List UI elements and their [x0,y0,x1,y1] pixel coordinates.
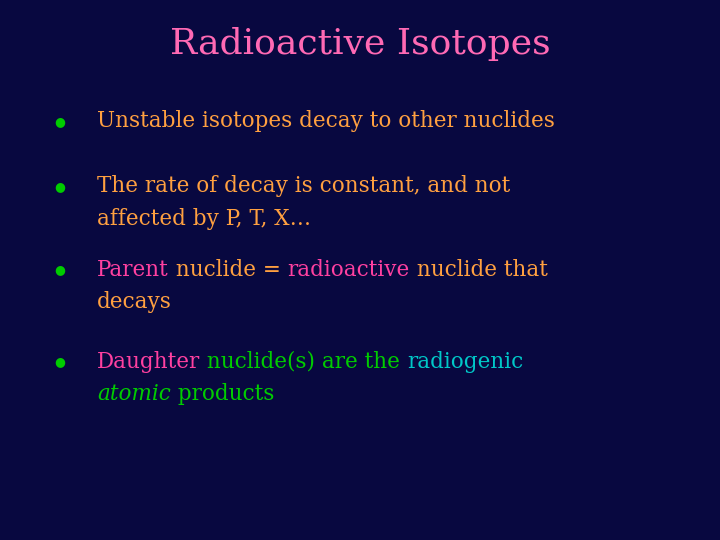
Text: ●: ● [54,115,65,128]
Text: nuclide =: nuclide = [169,259,288,281]
Text: products: products [171,383,274,405]
Text: ●: ● [54,355,65,368]
Text: Unstable isotopes decay to other nuclides: Unstable isotopes decay to other nuclide… [97,111,555,132]
Text: Radioactive Isotopes: Radioactive Isotopes [170,27,550,61]
Text: atomic: atomic [97,383,171,405]
Text: nuclide that: nuclide that [410,259,548,281]
Text: radioactive: radioactive [288,259,410,281]
Text: Parent: Parent [97,259,169,281]
Text: The rate of decay is constant, and not: The rate of decay is constant, and not [97,176,510,197]
Text: ●: ● [54,180,65,193]
Text: nuclide(s) are the: nuclide(s) are the [200,351,408,373]
Text: decays: decays [97,292,172,313]
Text: affected by P, T, X…: affected by P, T, X… [97,208,311,230]
Text: Daughter: Daughter [97,351,200,373]
Text: radiogenic: radiogenic [408,351,523,373]
Text: ●: ● [54,264,65,276]
